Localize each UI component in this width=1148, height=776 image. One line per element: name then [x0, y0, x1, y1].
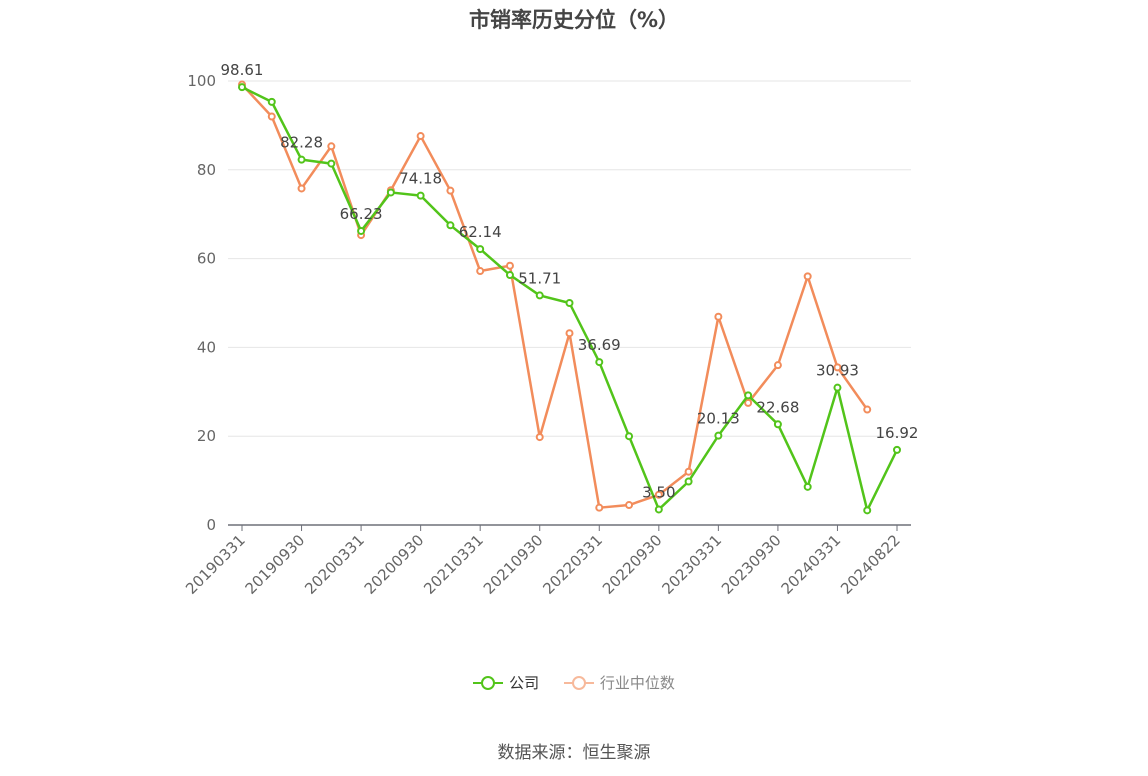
data-label: 16.92 — [876, 424, 919, 442]
data-point-industry — [267, 112, 276, 121]
data-label: 36.69 — [578, 336, 621, 354]
y-tick-label: 80 — [197, 161, 216, 179]
data-label: 22.68 — [756, 398, 799, 416]
x-tick-label: 20210331 — [420, 531, 487, 598]
series-layer — [238, 80, 901, 515]
data-point-industry — [833, 363, 842, 372]
data-label: 20.13 — [697, 410, 740, 428]
data-point-company — [267, 97, 276, 106]
data-point-company — [327, 159, 336, 168]
data-label: 66.23 — [340, 205, 383, 223]
y-tick-label: 20 — [197, 427, 216, 445]
x-tick-label: 20190930 — [242, 531, 309, 598]
data-point-company — [416, 191, 425, 200]
y-tick-label: 60 — [197, 250, 216, 268]
data-label: 98.61 — [221, 61, 264, 79]
data-point-company — [238, 83, 246, 92]
data-point-industry — [446, 186, 455, 195]
legend-company-marker-icon — [473, 675, 504, 690]
data-point-company — [863, 506, 872, 515]
y-tick-label: 0 — [206, 516, 216, 534]
x-tick-label: 20200930 — [361, 531, 428, 598]
data-point-industry — [863, 405, 872, 414]
x-tick-label: 20220331 — [539, 531, 606, 598]
data-point-industry — [595, 503, 604, 512]
data-point-industry — [654, 490, 663, 499]
y-tick-label: 100 — [187, 72, 216, 90]
data-point-company — [833, 383, 842, 392]
data-label: 82.28 — [280, 134, 323, 152]
series-line-industry — [241, 83, 869, 509]
legend-item-company[interactable]: 公司 — [473, 672, 539, 693]
data-point-industry — [535, 433, 544, 442]
data-point-company — [654, 505, 663, 514]
data-point-company — [773, 420, 782, 429]
grid-lines — [228, 80, 911, 437]
legend-label-industry: 行业中位数 — [599, 674, 675, 692]
x-tick-label: 20230930 — [718, 531, 785, 598]
data-point-company — [446, 221, 455, 230]
data-point-industry — [773, 361, 782, 370]
chart-title: 市销率历史分位（%） — [468, 8, 680, 32]
y-tick-label: 40 — [197, 338, 216, 356]
data-point-company — [357, 226, 366, 235]
data-point-company — [565, 299, 574, 307]
x-tick-label: 20200331 — [301, 531, 368, 598]
data-label: 51.71 — [518, 269, 561, 287]
data-point-company — [386, 188, 395, 197]
data-point-industry — [625, 501, 634, 510]
series-line-company — [241, 86, 899, 512]
x-tick-label: 20240331 — [778, 531, 845, 598]
data-point-company — [744, 391, 753, 400]
data-point-company — [803, 482, 812, 491]
data-label: 30.93 — [816, 362, 859, 380]
data-point-industry — [714, 312, 723, 321]
data-point-company — [893, 445, 901, 454]
data-point-industry — [744, 398, 753, 407]
data-label: 3.50 — [642, 483, 675, 501]
data-point-company — [505, 271, 514, 280]
data-point-company — [476, 245, 485, 254]
data-point-company — [297, 155, 306, 164]
data-point-company — [714, 431, 723, 440]
data-point-industry — [505, 261, 514, 270]
data-point-industry — [803, 272, 812, 281]
x-tick-label: 20220930 — [599, 531, 666, 598]
data-point-company — [625, 432, 634, 441]
legend-industry-marker-icon — [563, 675, 594, 690]
x-tick-label: 20230331 — [658, 531, 725, 598]
x-tick-label: 20240822 — [837, 531, 904, 598]
legend-item-industry[interactable]: 行业中位数 — [563, 672, 675, 693]
data-label: 74.18 — [399, 170, 442, 188]
legend-label-company: 公司 — [509, 674, 540, 692]
data-source: 数据来源：恒生聚源 — [497, 743, 651, 763]
data-point-industry — [476, 267, 485, 276]
legend: 公司 行业中位数 — [0, 672, 1148, 695]
data-point-industry — [327, 142, 336, 151]
line-chart: 0 20 40 60 80 100 2019033120190930202003312020… — [182, 61, 919, 598]
data-point-industry — [565, 329, 574, 338]
data-point-industry — [684, 467, 693, 476]
data-point-industry — [416, 132, 425, 141]
data-labels: 98.61 82.28 66.23 74.18 62.14 51.71 36.69 3.50 2… — [221, 61, 919, 501]
data-point-company — [595, 358, 604, 367]
x-tick-label: 20190331 — [182, 531, 249, 598]
x-tick-label: 20210930 — [480, 531, 547, 598]
data-point-industry — [297, 184, 306, 193]
data-point-company — [684, 477, 693, 486]
data-label: 62.14 — [459, 223, 502, 241]
data-point-company — [535, 291, 544, 300]
